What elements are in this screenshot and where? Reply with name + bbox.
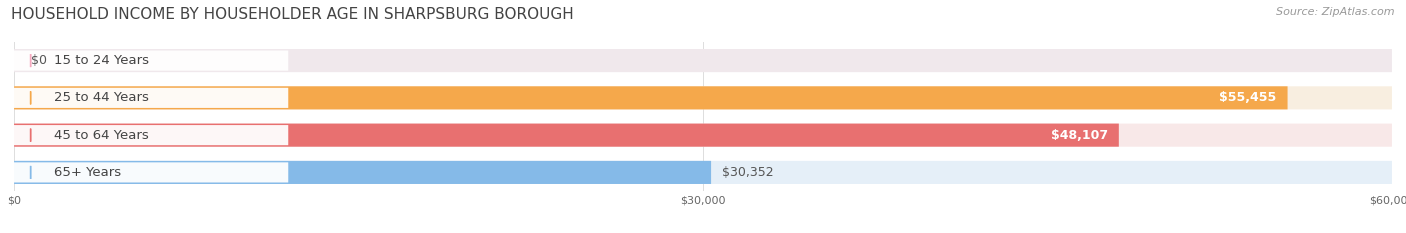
FancyBboxPatch shape	[13, 88, 288, 108]
Text: Source: ZipAtlas.com: Source: ZipAtlas.com	[1277, 7, 1395, 17]
Text: 15 to 24 Years: 15 to 24 Years	[53, 54, 149, 67]
FancyBboxPatch shape	[13, 162, 288, 182]
FancyBboxPatch shape	[14, 123, 1119, 147]
FancyBboxPatch shape	[13, 51, 288, 71]
Text: 65+ Years: 65+ Years	[53, 166, 121, 179]
Text: $48,107: $48,107	[1050, 129, 1108, 142]
Text: 25 to 44 Years: 25 to 44 Years	[53, 91, 149, 104]
FancyBboxPatch shape	[14, 123, 1392, 147]
Text: $55,455: $55,455	[1219, 91, 1277, 104]
FancyBboxPatch shape	[14, 86, 1392, 110]
Text: HOUSEHOLD INCOME BY HOUSEHOLDER AGE IN SHARPSBURG BOROUGH: HOUSEHOLD INCOME BY HOUSEHOLDER AGE IN S…	[11, 7, 574, 22]
Text: $30,352: $30,352	[723, 166, 773, 179]
FancyBboxPatch shape	[14, 49, 1392, 72]
FancyBboxPatch shape	[14, 86, 1288, 110]
Text: 45 to 64 Years: 45 to 64 Years	[53, 129, 149, 142]
FancyBboxPatch shape	[13, 125, 288, 145]
FancyBboxPatch shape	[14, 161, 1392, 184]
FancyBboxPatch shape	[14, 161, 711, 184]
Text: $0: $0	[31, 54, 46, 67]
